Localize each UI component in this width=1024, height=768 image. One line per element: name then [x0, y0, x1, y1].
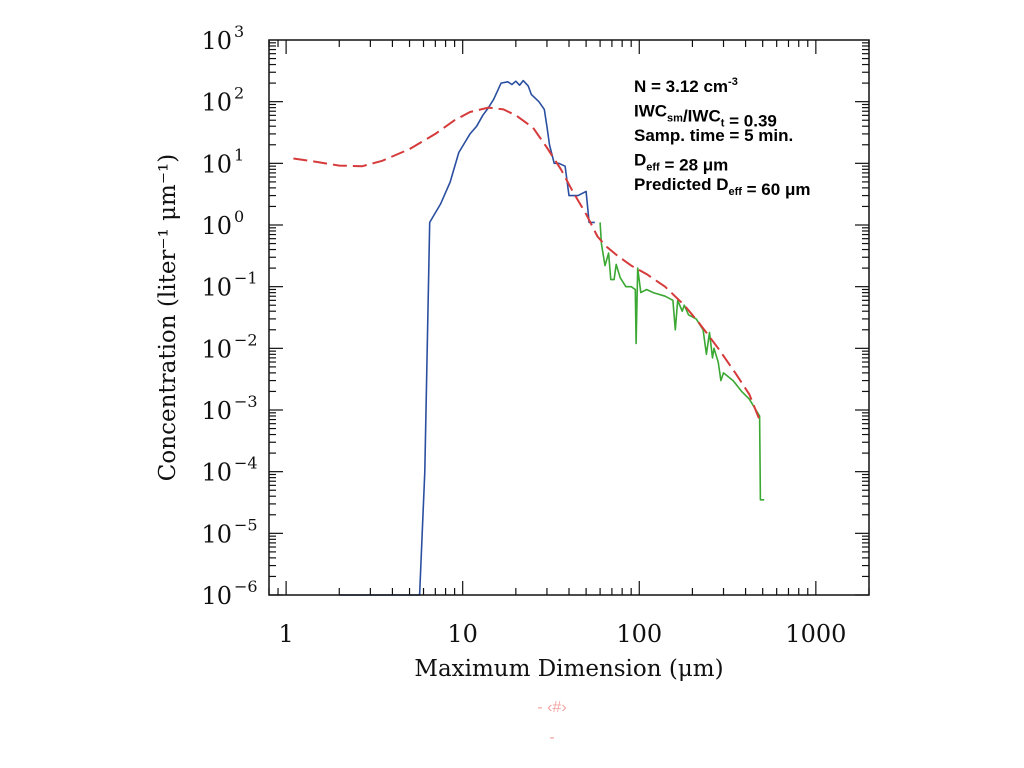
y-tick-base: 10 — [201, 212, 232, 240]
y-tick-exponent: 2 — [234, 84, 244, 103]
y-tick-exponent: 0 — [234, 207, 244, 226]
y-tick-label: 10 −2 — [201, 330, 257, 363]
y-tick-exponent: −1 — [234, 269, 258, 288]
y-tick-exponent: 1 — [234, 145, 244, 164]
y-tick-base: 10 — [201, 397, 232, 425]
y-tick-label: 10 −5 — [201, 515, 257, 548]
y-tick-label: 10 −6 — [201, 577, 257, 610]
series-line-3 — [293, 106, 763, 425]
y-tick-label: 10 −3 — [201, 392, 257, 425]
y-tick-label: 10 3 — [201, 22, 244, 55]
y-tick-label: 10 −4 — [201, 454, 257, 487]
y-tick-exponent: −5 — [234, 515, 258, 534]
y-tick-base: 10 — [201, 89, 232, 117]
plot-frame — [268, 39, 870, 596]
annotation-segment: t — [721, 118, 725, 130]
footer-page-marker: - ‹#› — [537, 699, 566, 716]
axis-ticks — [268, 40, 870, 596]
x-tick-label: 1000 — [785, 620, 846, 648]
annotation-segment: eff — [728, 186, 742, 198]
annotation-segment: /IWC — [683, 107, 721, 126]
annotation-segment: Samp. time = 5 min. — [634, 126, 793, 145]
annotation-segment: = 28 μm — [660, 156, 729, 175]
annotation-segment: -3 — [728, 76, 738, 88]
y-tick-exponent: −3 — [234, 392, 258, 411]
x-tick-labels: 1 10 100 1000 — [278, 620, 846, 648]
annotation-line: N = 3.12 cm-3 — [634, 76, 738, 96]
x-tick-label: 10 — [447, 620, 478, 648]
y-tick-exponent: −2 — [234, 330, 258, 349]
y-tick-label: 10 1 — [201, 145, 244, 178]
y-tick-base: 10 — [201, 459, 232, 487]
annotation-segment: D — [634, 151, 646, 170]
x-axis-title: Maximum Dimension (μm) — [414, 656, 723, 682]
y-tick-base: 10 — [201, 582, 232, 610]
y-tick-exponent: −4 — [234, 454, 258, 473]
y-tick-base: 10 — [201, 274, 232, 302]
series-layer — [293, 79, 765, 596]
y-tick-base: 10 — [201, 27, 232, 55]
y-tick-base: 10 — [201, 335, 232, 363]
footer-dash: - — [549, 729, 554, 746]
annotation-segment: = 0.39 — [724, 112, 776, 131]
series-line-2 — [599, 222, 765, 501]
annotation-segment: IWC — [634, 102, 667, 121]
series-line-1 — [339, 79, 595, 596]
y-tick-exponent: −6 — [234, 577, 258, 596]
y-axis-title: Concentration (liter⁻¹ μm⁻¹) — [155, 154, 181, 481]
annotation-segment: eff — [646, 162, 660, 174]
y-tick-label: 10 2 — [201, 84, 244, 117]
annotation-segment: = 60 μm — [742, 180, 811, 199]
y-tick-base: 10 — [201, 520, 232, 548]
x-tick-label: 100 — [616, 620, 662, 648]
annotation-line: IWCsm/IWCt = 0.39 — [634, 102, 777, 131]
annotation-line: Deff = 28 μm — [634, 151, 728, 175]
annotation-line: Predicted Deff = 60 μm — [634, 175, 810, 199]
annotation-line: Samp. time = 5 min. — [634, 126, 793, 145]
annotation-segment: sm — [667, 113, 683, 125]
y-tick-label: 10 −1 — [201, 269, 257, 302]
annotation-segment: N = 3.12 cm — [634, 77, 728, 96]
y-tick-exponent: 3 — [234, 22, 244, 41]
y-tick-label: 10 0 — [201, 207, 244, 240]
x-tick-label: 1 — [278, 620, 293, 648]
annotation-segment: Predicted D — [634, 175, 728, 194]
y-tick-base: 10 — [201, 150, 232, 178]
